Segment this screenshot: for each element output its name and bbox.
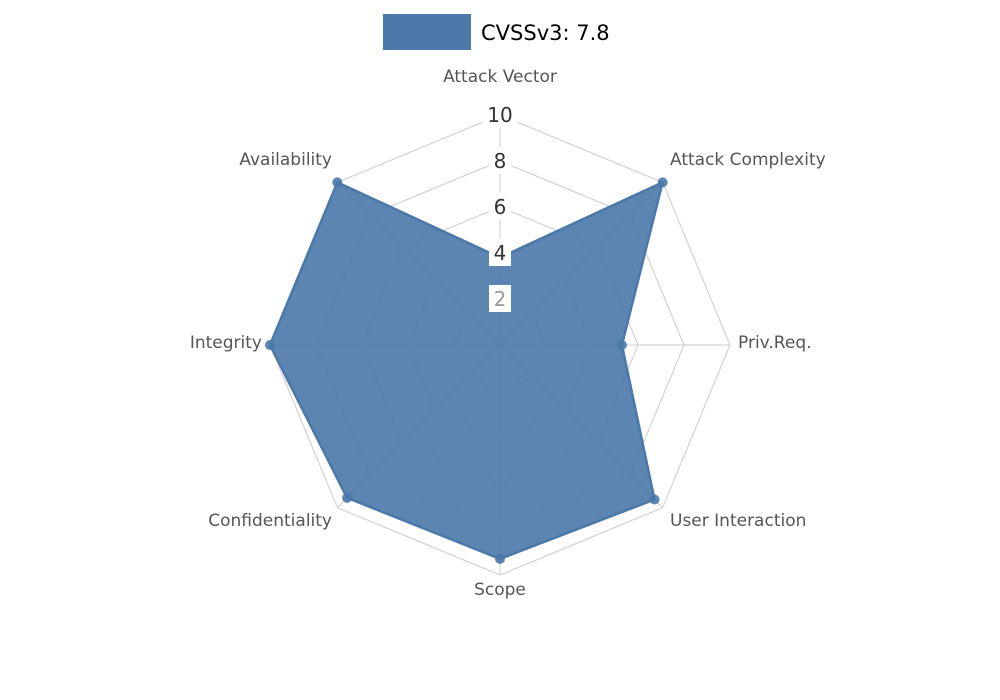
radar-point-user-interaction: [649, 494, 660, 505]
axis-label-attack-vector: Attack Vector: [443, 67, 557, 87]
radar-point-availability: [332, 177, 343, 188]
tick-label-bg-8: [489, 147, 511, 174]
axis-label-user-interaction: User Interaction: [670, 511, 806, 531]
axis-label-scope: Scope: [474, 580, 526, 600]
radar-axis-labels: Attack Vector Attack Complexity Priv.Req. U…: [190, 67, 826, 600]
radar-series: [265, 177, 668, 564]
tick-label-6: 6: [494, 195, 507, 219]
tick-label-bg-2: [489, 285, 511, 312]
radar-point-attack-complexity: [657, 177, 668, 188]
axis-label-confidentiality: Confidentiality: [208, 511, 332, 531]
axis-label-integrity: Integrity: [190, 333, 262, 353]
radar-point-scope: [495, 553, 505, 564]
legend-swatch: [383, 14, 471, 50]
radar-point-priv-req: [616, 340, 627, 350]
axis-label-priv-req: Priv.Req.: [738, 333, 812, 353]
radar-point-integrity: [265, 340, 275, 350]
axis-label-availability: Availability: [239, 150, 332, 170]
axis-label-attack-complexity: Attack Complexity: [670, 150, 826, 170]
tick-label-bg-4: [489, 239, 511, 266]
chart-legend: CVSSv3: 7.8: [383, 14, 610, 50]
legend-label: CVSSv3: 7.8: [481, 21, 610, 45]
tick-label-bg-6: [489, 193, 511, 220]
tick-label-2: 2: [494, 287, 507, 311]
tick-label-4: 4: [494, 241, 507, 265]
tick-label-bg-10: [482, 101, 518, 128]
tick-label-8: 8: [494, 149, 507, 173]
radar-point-confidentiality: [342, 492, 353, 503]
radar-series-polygon: [268, 181, 664, 561]
tick-label-10: 10: [487, 103, 512, 127]
radar-tick-labels: 10 8 6 4 2: [482, 101, 518, 312]
